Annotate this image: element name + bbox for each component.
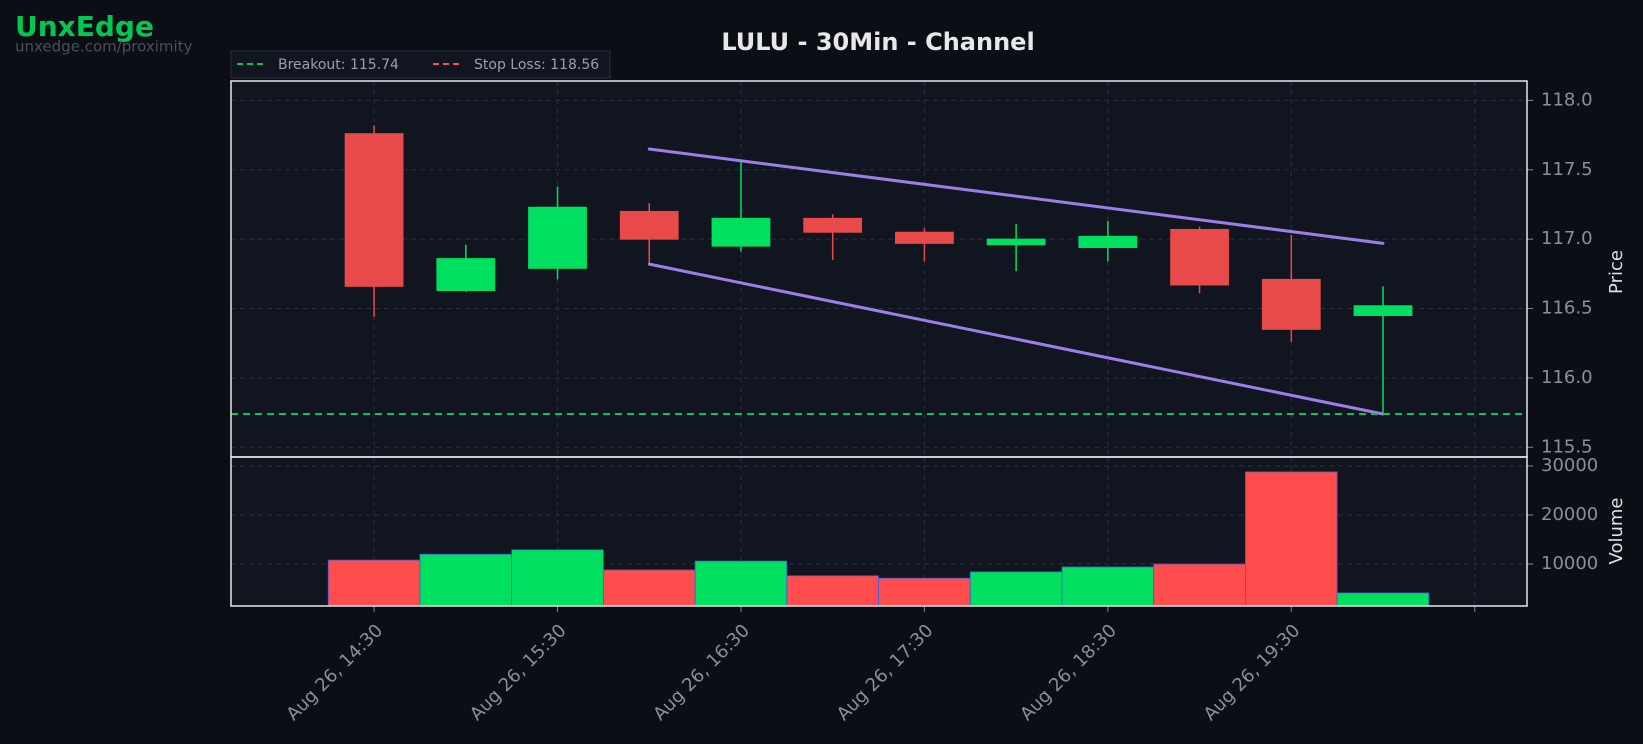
channel-line [647, 262, 1385, 416]
volume-frame [230, 456, 1528, 607]
chart-title: LULU - 30Min - Channel [721, 28, 1034, 56]
y-axis-label: Price [1606, 250, 1627, 294]
legend-label: Breakout: 115.74 [278, 57, 399, 73]
volume-bar [1153, 563, 1246, 607]
y-tick-label: 30000 [1541, 455, 1598, 476]
channel-line [647, 147, 1385, 245]
volume-bar [419, 553, 513, 607]
volume-bar [511, 549, 604, 607]
volume-bar [878, 577, 971, 607]
volume-bar [786, 575, 879, 607]
volume-bar [694, 560, 788, 607]
candle-body [436, 258, 496, 292]
y-tick-label: 115.5 [1541, 436, 1593, 457]
candle-body [619, 210, 679, 240]
candle-body [803, 217, 863, 233]
candle-body [1261, 278, 1321, 330]
candle-body [895, 231, 954, 244]
y-tick-label: 117.5 [1541, 159, 1593, 180]
volume-axis-label: Volume [1606, 498, 1627, 565]
legend-label: Stop Loss: 118.56 [474, 57, 599, 73]
price-panel [231, 81, 1527, 457]
candle-body [344, 133, 404, 287]
y-tick-label: 117.0 [1541, 228, 1593, 249]
candle-body [711, 217, 771, 247]
brand: UnxEdge [15, 10, 154, 43]
y-tick-label: 116.0 [1541, 367, 1593, 388]
candle-body [1170, 228, 1229, 286]
candle-body [986, 238, 1046, 246]
candle-body [528, 206, 587, 269]
y-tick-label: 20000 [1541, 504, 1598, 525]
brand-url: unxedge.com/proximity [15, 38, 193, 56]
volume-bar [1061, 566, 1155, 607]
volume-bar [327, 559, 421, 607]
volume-bar [1336, 592, 1430, 607]
y-tick-label: 118.0 [1541, 89, 1593, 110]
candle-body [1078, 235, 1138, 248]
volume-bar [602, 569, 696, 607]
volume-bar [969, 571, 1063, 607]
y-tick-label: 10000 [1541, 553, 1598, 574]
candle-body [1353, 305, 1413, 316]
volume-bar [1245, 471, 1338, 607]
legend [230, 50, 611, 79]
y-tick-label: 116.5 [1541, 298, 1593, 319]
